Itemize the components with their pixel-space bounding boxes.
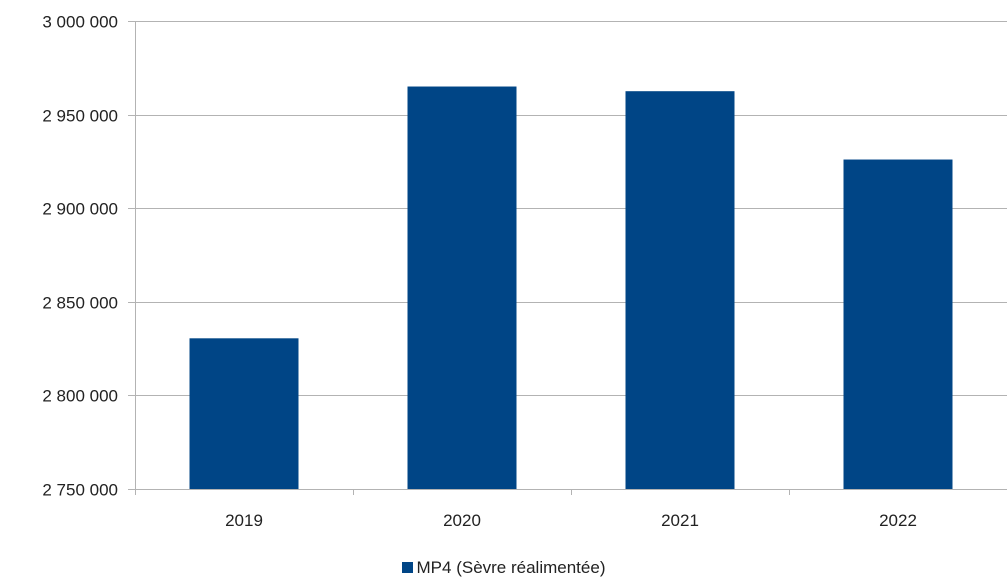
x-tick-label: 2020: [443, 511, 481, 530]
y-tick-label: 2 950 000: [42, 107, 118, 126]
y-tick-label: 3 000 000: [42, 13, 118, 32]
legend-swatch: [401, 562, 413, 573]
y-tick-label: 2 900 000: [42, 200, 118, 219]
bar-2019: [189, 338, 299, 489]
y-tick-label: 2 800 000: [42, 387, 118, 406]
legend: MP4 (Sèvre réalimentée): [0, 558, 1007, 578]
bar-2020: [407, 86, 517, 490]
bar-2021: [625, 91, 735, 489]
x-tick-label: 2022: [879, 511, 917, 530]
bar-2022: [843, 159, 953, 489]
x-tick-label: 2021: [661, 511, 699, 530]
legend-label: MP4 (Sèvre réalimentée): [416, 558, 606, 577]
y-tick-label: 2 850 000: [42, 294, 118, 313]
y-tick-label: 2 750 000: [42, 481, 118, 500]
x-tick-label: 2019: [225, 511, 263, 530]
